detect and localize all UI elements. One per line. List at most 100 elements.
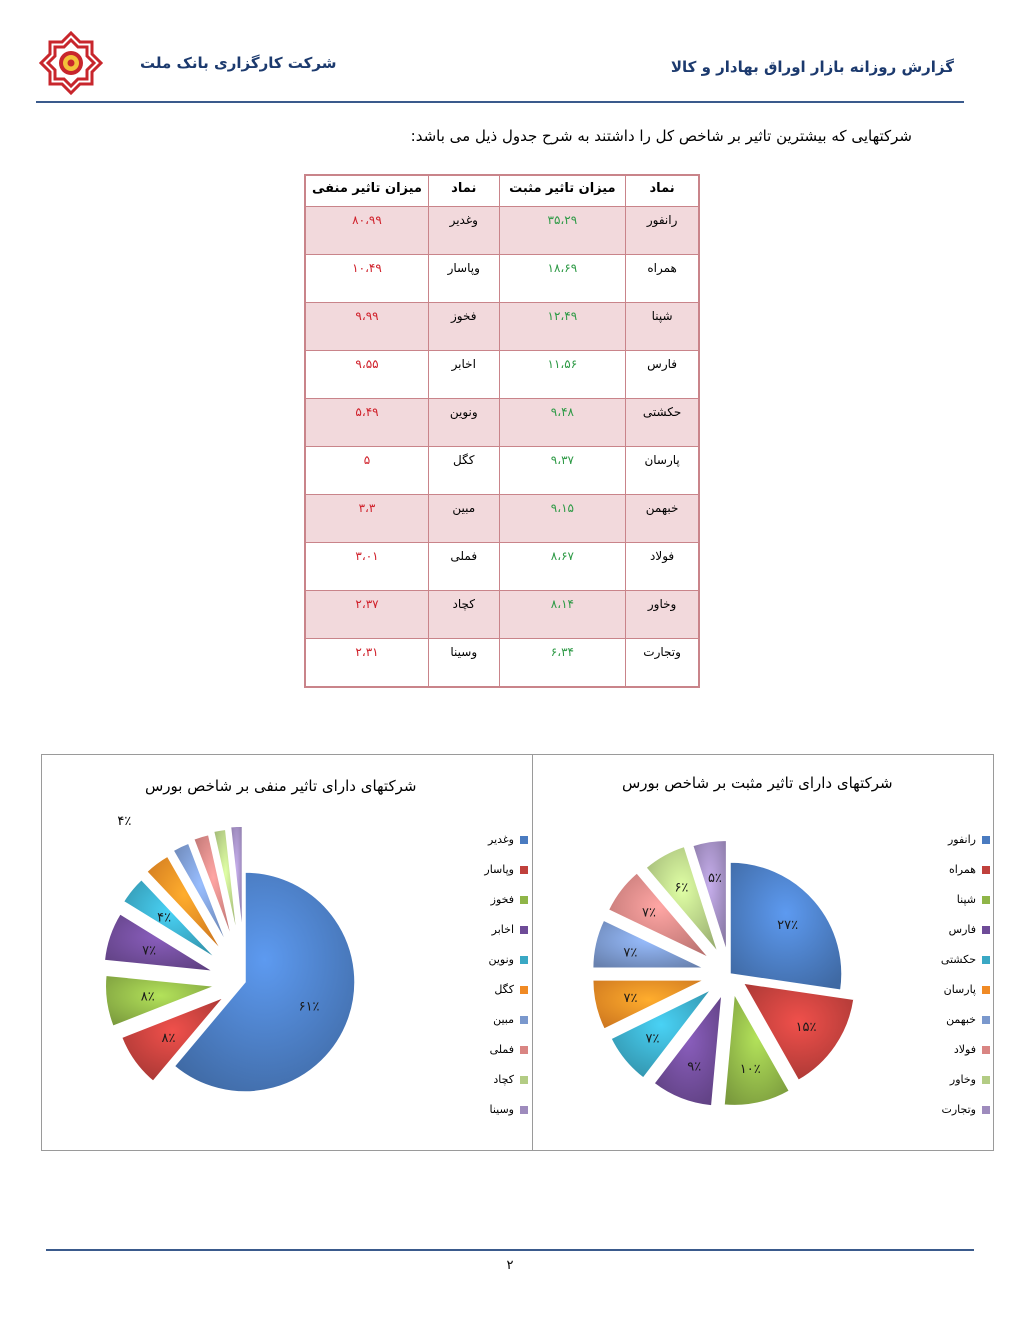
legend-label: وتجارت [941,1103,977,1116]
legend-label: فارس [948,923,976,936]
legend-swatch [982,1076,990,1084]
pie-data-label: ۴٪ [157,910,171,925]
positive-impact-cell: ۱۲،۴۹ [498,302,627,351]
pie-data-label: ۵٪ [708,871,722,886]
positive-impact-cell: ۸،۶۷ [498,542,627,591]
positive-chart-legend: رانفور همراه شپنا فارس حکشتی پارسان خبهمن فولاد… [938,833,990,1133]
legend-label: وسینا [489,1103,514,1116]
pie-data-label: ۸٪ [162,1031,176,1046]
positive-symbol-cell: پارسان [625,446,700,495]
legend-swatch [520,836,528,844]
positive-impact-cell: ۸،۱۴ [498,590,627,639]
positive-symbol-cell: همراه [625,254,700,303]
legend-label: کچاد [493,1073,514,1086]
legend-item: حکشتی [938,953,990,983]
legend-item: پارسان [938,983,990,1013]
legend-item: رانفور [938,833,990,863]
pie-slice-3 [103,912,215,973]
pie-data-label: ۷٪ [646,1031,660,1046]
negative-impact-cell: ۹،۹۹ [304,302,429,351]
index-impact-table: نماد میزان تاثیر مثبت نماد میزان تاثیر م… [304,174,700,688]
pie-slice-0 [173,871,356,1093]
pie-data-label: ۲۷٪ [777,918,798,933]
table-row: رانفور ۳۵،۲۹ وغدیر ۸۰،۹۹ [304,206,700,255]
negative-chart-title: شرکتهای دارای تاثیر منفی بر شاخص بورس [145,777,417,795]
pie-slice-8 [212,828,239,939]
negative-symbol-cell: فخوز [428,302,500,351]
pie-slice-4 [122,878,218,960]
pie-slice-2 [104,974,216,1028]
negative-impact-cell: ۸۰،۹۹ [304,206,429,255]
table-row: شپنا ۱۲،۴۹ فخوز ۹،۹۹ [304,302,700,351]
page-number: ۲ [506,1258,514,1273]
legend-label: وپاسار [484,863,514,876]
legend-item: فملی [470,1043,528,1073]
legend-swatch [982,956,990,964]
negative-impact-cell: ۲،۳۷ [304,590,429,639]
negative-symbol-cell: فملی [428,542,500,591]
pie-data-label: ۱۰٪ [740,1062,761,1077]
legend-swatch [982,1106,990,1114]
legend-label: رانفور [948,833,976,846]
positive-impact-cell: ۳۵،۲۹ [498,206,627,255]
legend-swatch [520,926,528,934]
legend-label: وغدیر [488,833,514,846]
pie-slice-3 [652,991,723,1107]
legend-label: کگل [494,983,514,996]
positive-impact-cell: ۶،۳۴ [498,638,627,688]
pie-slice-4 [609,988,713,1080]
positive-symbol-cell: شپنا [625,302,700,351]
table-header-row: نماد میزان تاثیر مثبت نماد میزان تاثیر م… [304,174,700,207]
legend-item: وسینا [470,1103,528,1133]
charts-frame [41,754,994,1151]
legend-item: کگل [470,983,528,1013]
positive-pie-chart: ۲۷٪ ۱۵٪ ۱۰٪ ۹٪ ۷٪ ۷٪ ۷٪ ۷٪ ۶٪ ۵٪ [591,839,855,1107]
pie-slice-7 [607,871,710,959]
legend-swatch [982,1016,990,1024]
positive-impact-cell: ۱۱،۵۶ [498,350,627,399]
negative-symbol-cell: مبین [428,494,500,543]
negative-impact-cell: ۵،۴۹ [304,398,429,447]
report-title: گزارش روزانه بازار اوراق بهادار و کالا [670,58,954,76]
negative-impact-cell: ۳،۳ [304,494,429,543]
legend-item: وغدیر [470,833,528,863]
pie-slice-9 [691,839,728,953]
table-row: خبهمن ۹،۱۵ مبین ۳،۳ [304,494,700,543]
legend-item: اخابر [470,923,528,953]
header-negative-impact: میزان تاثیر منفی [304,174,429,207]
pie-data-label: ۷٪ [623,945,637,960]
legend-label: حکشتی [940,953,976,966]
negative-symbol-cell: ونوین [428,398,500,447]
legend-swatch [982,836,990,844]
legend-item: ونوین [470,953,528,983]
table-row: وتجارت ۶،۳۴ وسینا ۲،۳۱ [304,638,700,688]
pie-slice-9 [229,825,244,937]
pie-data-label: ۴٪ [117,814,131,829]
positive-symbol-cell: وخاور [625,590,700,639]
legend-item: همراه [938,863,990,893]
negative-symbol-cell: وپاسار [428,254,500,303]
legend-label: فولاد [953,1043,976,1056]
pie-data-label: ۷٪ [642,906,656,921]
positive-impact-cell: ۹،۳۷ [498,446,627,495]
legend-swatch [520,956,528,964]
positive-impact-cell: ۹،۴۸ [498,398,627,447]
negative-impact-cell: ۱۰،۴۹ [304,254,429,303]
bank-mellat-logo [38,30,104,96]
company-name: شرکت کارگزاری بانک ملت [140,54,337,72]
header-negative-symbol: نماد [428,174,500,207]
table-row: همراه ۱۸،۶۹ وپاسار ۱۰،۴۹ [304,254,700,303]
positive-symbol-cell: فارس [625,350,700,399]
legend-item: خبهمن [938,1013,990,1043]
pie-slice-6 [172,842,229,947]
legend-label: شپنا [956,893,976,906]
table-row: حکشتی ۹،۴۸ ونوین ۵،۴۹ [304,398,700,447]
legend-label: فخوز [490,893,514,906]
legend-label: همراه [948,863,976,876]
legend-item: وخاور [938,1073,990,1103]
pie-data-label: ۱۵٪ [796,1020,817,1035]
legend-swatch [982,926,990,934]
table-row: پارسان ۹،۳۷ کگل ۵ [304,446,700,495]
legend-label: اخابر [491,923,514,936]
positive-symbol-cell: فولاد [625,542,700,591]
